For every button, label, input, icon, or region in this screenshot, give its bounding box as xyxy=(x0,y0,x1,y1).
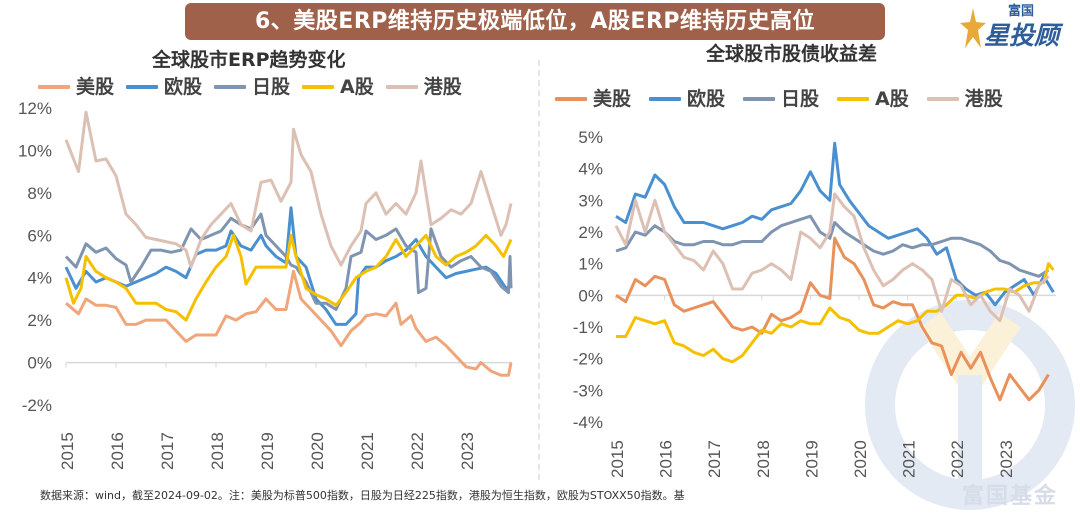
star-icon xyxy=(960,8,986,48)
y-tick-label: 12% xyxy=(18,99,52,118)
x-tick-label: 2018 xyxy=(208,432,227,470)
logo-line2: 星投顾 xyxy=(984,21,1060,50)
legend-label: 港股 xyxy=(423,76,462,98)
legend-item: 港股 xyxy=(385,76,462,98)
y-tick-label: 2% xyxy=(578,223,603,242)
page-title: 6、美股ERP维持历史极端低位，A股ERP维持历史高位 xyxy=(185,3,885,40)
x-tick-label: 2015 xyxy=(58,432,77,470)
y-tick-label: 5% xyxy=(578,128,603,147)
x-tick-label: 2016 xyxy=(657,440,676,478)
right-chart-legend: 美股 欧股 日股 A股 港股 xyxy=(555,88,1021,110)
watermark-logo xyxy=(865,300,1075,510)
legend-label: 欧股 xyxy=(687,88,726,110)
legend-swatch xyxy=(555,97,587,101)
legend-swatch xyxy=(743,97,776,101)
series-line-2 xyxy=(615,214,1050,278)
series-line-1 xyxy=(64,206,512,326)
x-tick-label: 2019 xyxy=(802,440,821,478)
legend-label: 日股 xyxy=(781,88,820,110)
legend-item: 日股 xyxy=(743,88,819,110)
logo-line1: 富国 xyxy=(1008,4,1035,19)
left-chart: 2015 2016 2017 2018 2019 2020 2021 2022 2023 -2% 0… xyxy=(18,99,513,470)
x-tick-label: 2021 xyxy=(900,440,919,478)
x-tick-label: 2015 xyxy=(608,440,627,478)
legend-label: 日股 xyxy=(252,76,291,98)
x-tick-label: 2020 xyxy=(308,432,327,470)
legend-swatch xyxy=(385,85,418,89)
x-tick-label: 2017 xyxy=(158,432,177,470)
legend-item: 美股 xyxy=(38,76,114,98)
legend-swatch xyxy=(837,97,870,101)
legend-item: A股 xyxy=(837,88,909,110)
legend-label: 美股 xyxy=(76,76,115,98)
x-tick-label: 2023 xyxy=(458,432,477,470)
series-line-0 xyxy=(615,236,1050,402)
legend-item: 欧股 xyxy=(126,76,202,98)
legend-item: 美股 xyxy=(555,88,631,110)
x-tick-label: 2023 xyxy=(997,440,1016,478)
y-tick-label: 0% xyxy=(27,354,52,373)
series-line-3 xyxy=(616,262,1055,364)
y-tick-label: -4% xyxy=(573,413,603,432)
y-tick-label: -2% xyxy=(573,350,603,369)
x-tick-label: 2016 xyxy=(108,432,127,470)
legend-swatch xyxy=(926,97,959,101)
y-tick-label: 4% xyxy=(578,160,603,179)
x-tick-label: 2020 xyxy=(851,440,870,478)
y-tick-label: 6% xyxy=(27,226,52,245)
y-tick-label: 2% xyxy=(27,311,52,330)
x-tick-label: 2019 xyxy=(258,432,277,470)
series-line-0 xyxy=(65,269,513,377)
left-chart-legend: 美股 欧股 日股 A股 港股 xyxy=(38,76,474,98)
y-tick-label: 3% xyxy=(578,191,603,210)
x-tick-label: 2022 xyxy=(948,440,967,478)
x-tick-label: 2021 xyxy=(358,432,377,470)
legend-item: 欧股 xyxy=(649,88,725,110)
y-tick-label: -1% xyxy=(573,318,603,337)
series-line-1 xyxy=(615,141,1055,307)
left-chart-title: 全球股市ERP趋势变化 xyxy=(152,49,346,71)
y-tick-label: -3% xyxy=(573,381,603,400)
divider xyxy=(538,60,540,480)
legend-item: 日股 xyxy=(214,76,290,98)
x-tick-label: 2022 xyxy=(408,432,427,470)
legend-item: 港股 xyxy=(926,88,1003,110)
legend-swatch xyxy=(214,85,247,89)
legend-swatch xyxy=(649,97,682,101)
legend-label: 港股 xyxy=(964,88,1003,110)
y-tick-label: 4% xyxy=(27,269,52,288)
y-tick-label: -2% xyxy=(22,396,52,415)
y-tick-label: 1% xyxy=(578,255,603,274)
legend-item: A股 xyxy=(302,76,374,98)
legend-label: A股 xyxy=(875,88,909,110)
legend-swatch xyxy=(302,85,335,89)
x-tick-label: 2017 xyxy=(705,440,724,478)
brand-logo: 富国 星投顾 xyxy=(960,4,1070,54)
series-line-4 xyxy=(614,192,1050,323)
legend-label: 美股 xyxy=(593,88,632,110)
legend-swatch xyxy=(126,85,159,89)
series-line-3 xyxy=(64,233,513,322)
right-chart: 2015 2016 2017 2018 2019 2020 2021 2022 2023 -4% -… xyxy=(573,128,1056,478)
right-chart-title: 全球股市股债收益差 xyxy=(706,43,878,65)
y-tick-label: 10% xyxy=(18,141,52,160)
source-note: 数据来源：wind，截至2024-09-02。注：美股为标普500指数，日股为日… xyxy=(40,489,685,502)
watermark-text: 富国基金 xyxy=(962,484,1059,509)
legend-label: A股 xyxy=(340,76,374,98)
legend-label: 欧股 xyxy=(164,76,203,98)
y-tick-label: 0% xyxy=(578,286,603,305)
legend-swatch xyxy=(38,85,70,89)
y-tick-label: 8% xyxy=(27,184,52,203)
x-tick-label: 2018 xyxy=(754,440,773,478)
series-line-4 xyxy=(64,110,513,269)
